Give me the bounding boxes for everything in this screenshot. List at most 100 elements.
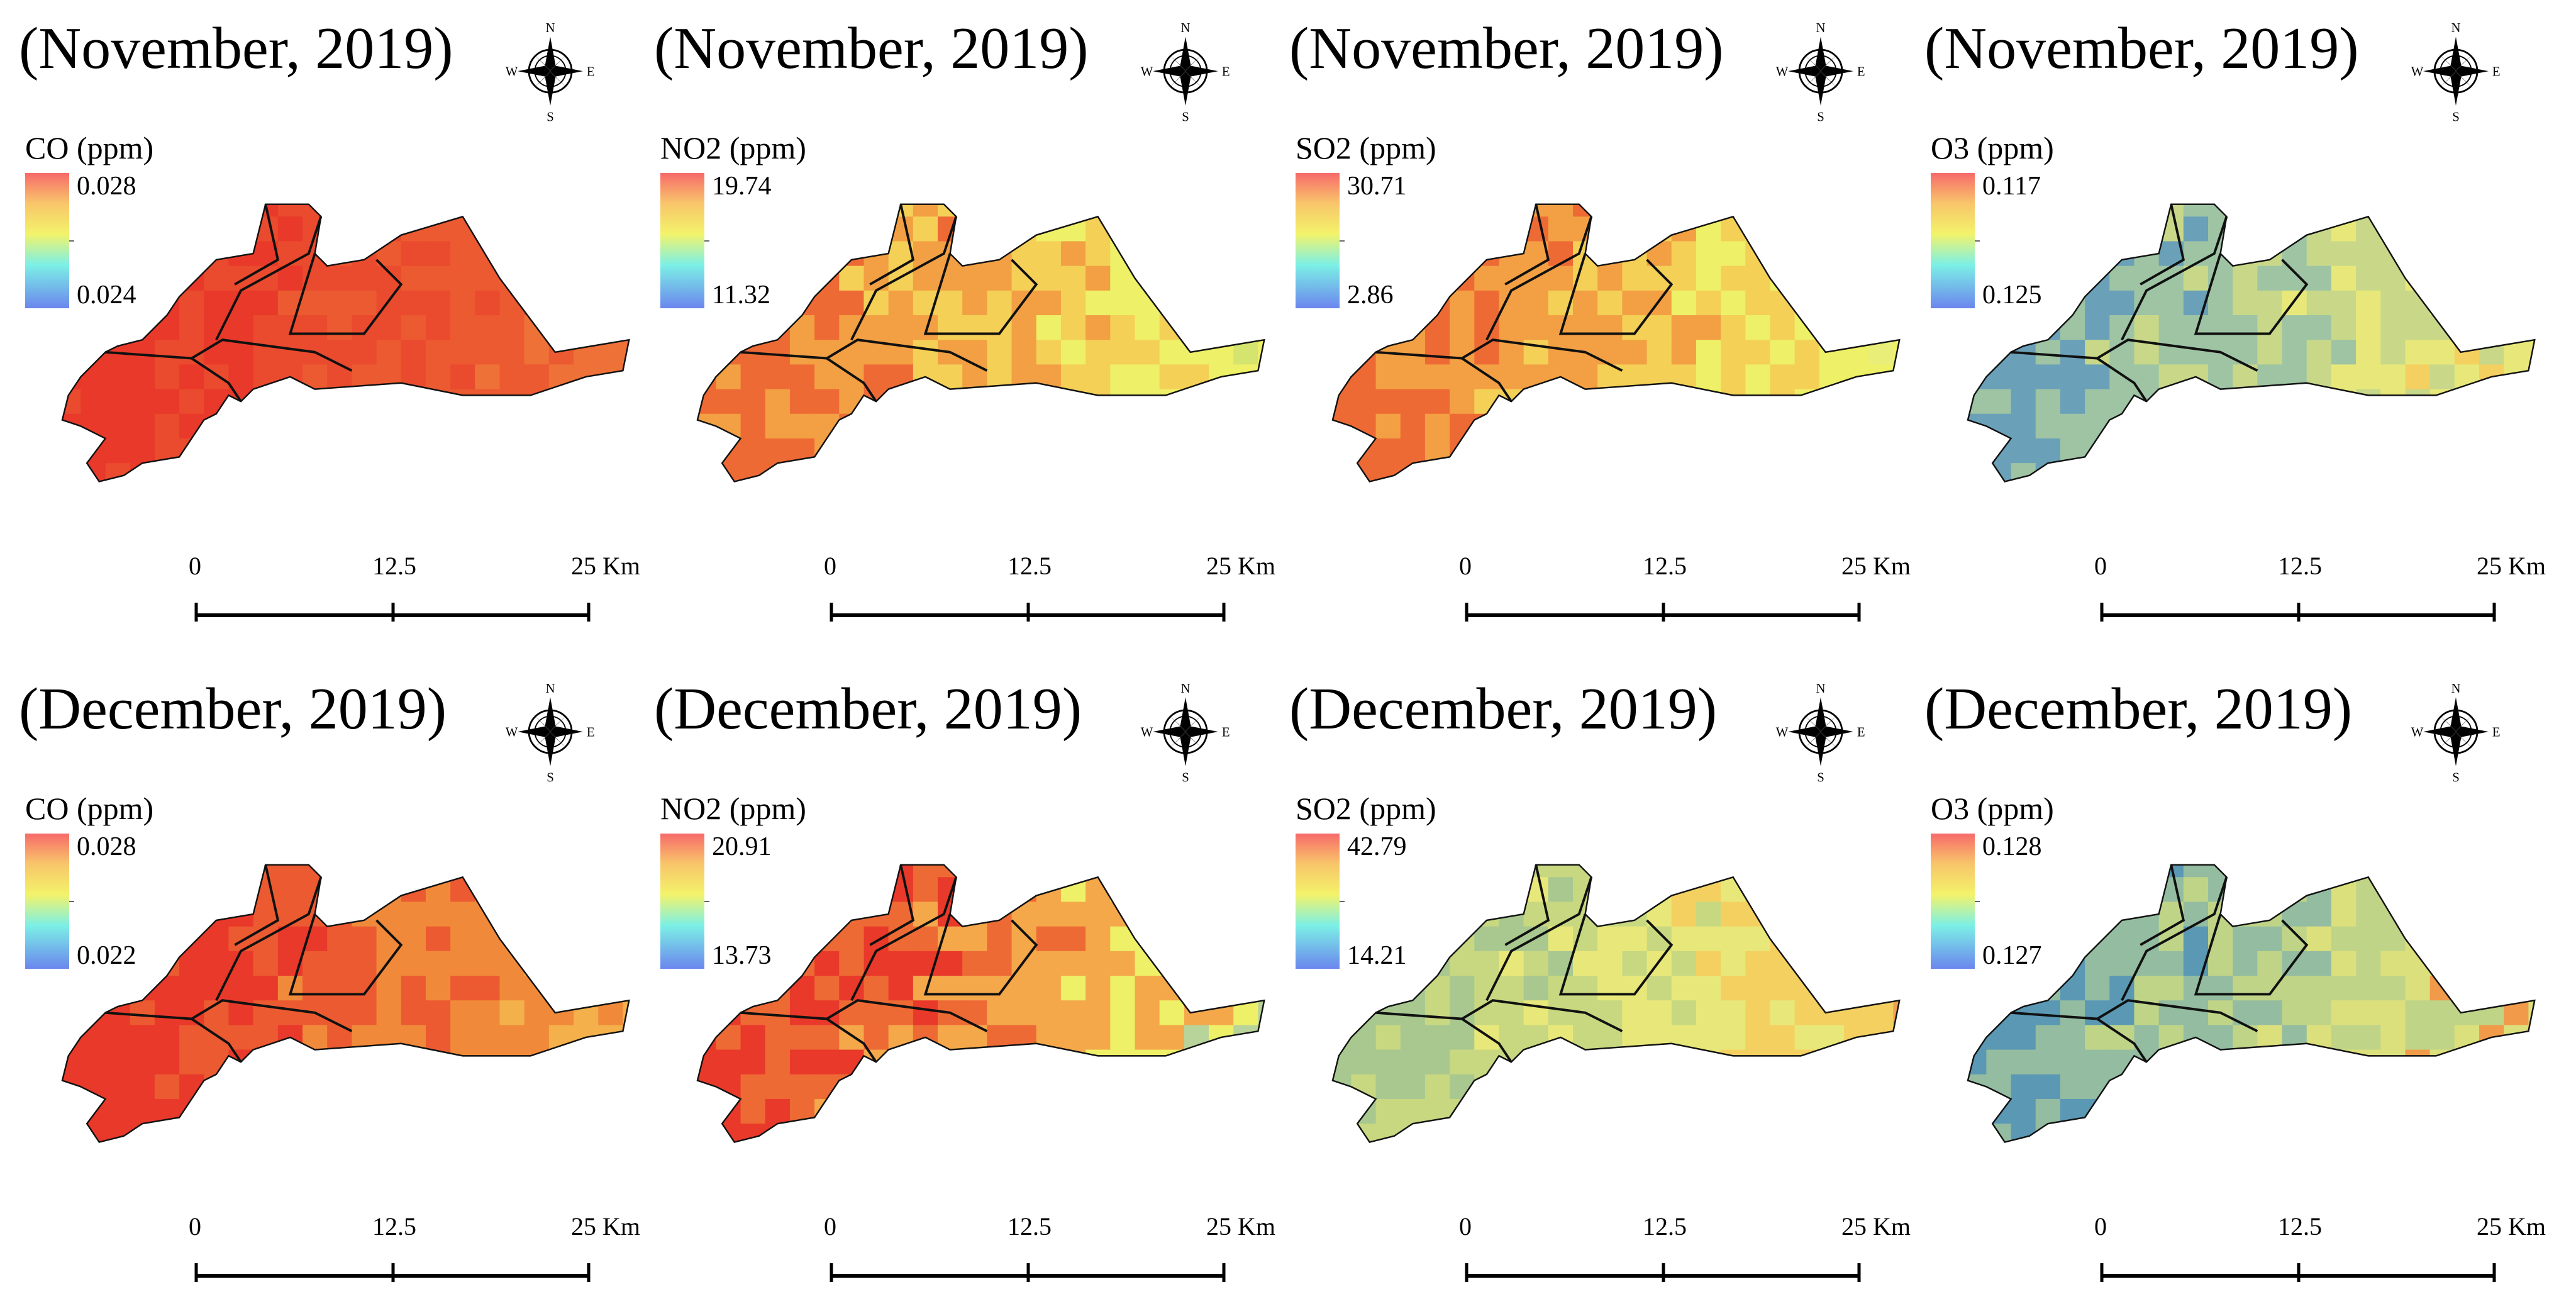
grid-cell [667, 1050, 692, 1075]
grid-cell [253, 1098, 279, 1125]
grid-cell [839, 216, 865, 242]
grid-cell [228, 364, 254, 390]
grid-cell [1258, 290, 1265, 316]
grid-cell [814, 1074, 840, 1100]
grid-cell [1696, 413, 1722, 439]
grid-cell [2528, 413, 2535, 439]
grid-cell [352, 488, 377, 503]
grid-cell [1671, 265, 1697, 291]
grid-cell [548, 976, 575, 1002]
grid-cell [1937, 315, 1962, 340]
grid-cell [1400, 1098, 1426, 1125]
grid-cell [2183, 1049, 2209, 1075]
grid-cell [1184, 389, 1210, 415]
grid-cell [1819, 951, 1845, 976]
grid-cell [1646, 463, 1672, 482]
grid-cell [450, 315, 476, 341]
grid-cell [1499, 877, 1524, 903]
grid-cell [1011, 864, 1037, 878]
grid-cell [130, 413, 155, 439]
grid-cell [667, 291, 692, 316]
grid-cell [499, 265, 525, 291]
grid-cell [1745, 364, 1771, 390]
grid-cell [839, 926, 865, 952]
grid-cell [1110, 265, 1136, 291]
grid-cell [1351, 463, 1377, 482]
compass-label-w: W [506, 65, 518, 79]
north-arrow-icon: NSW E [1141, 21, 1230, 125]
grid-cell [2504, 926, 2529, 952]
grid-cell [548, 216, 575, 242]
grid-cell [2257, 864, 2283, 878]
grid-cell [1400, 864, 1426, 878]
grid-cell [1523, 1049, 1549, 1075]
grid-cell [1986, 951, 2012, 976]
grid-cell [2282, 204, 2307, 218]
grid-cell [1036, 926, 1062, 952]
grid-cell [962, 951, 988, 976]
grid-cell [2282, 340, 2307, 366]
grid-cell [130, 1124, 155, 1142]
grid-cell [1794, 1098, 1820, 1125]
grid-cell [62, 315, 82, 341]
grid-cell [425, 1025, 452, 1051]
grid-cell [1036, 463, 1062, 482]
grid-cell [765, 1148, 791, 1164]
grid-cell [987, 926, 1013, 952]
grid-cell [105, 1074, 131, 1100]
concentration-grid [62, 864, 630, 1142]
grid-cell [1400, 951, 1426, 976]
grid-cell [62, 1124, 82, 1142]
grid-cell [2208, 438, 2234, 464]
grid-cell [154, 1124, 180, 1142]
grid-cell [1302, 1124, 1327, 1149]
grid-cell [1868, 413, 1894, 439]
grid-cell [1184, 340, 1210, 366]
grid-cell [2504, 389, 2529, 415]
grid-cell [2331, 290, 2357, 316]
grid-cell [1937, 976, 1962, 1001]
grid-cell [2528, 901, 2535, 927]
grid-cell [1450, 389, 1475, 415]
grid-cell [574, 926, 599, 952]
grid-cell [1819, 1098, 1845, 1125]
district-boundary [1558, 913, 1674, 996]
grid-cell [1302, 364, 1327, 389]
grid-cell [1967, 364, 1987, 390]
grid-cell [1499, 290, 1524, 316]
grid-cell [105, 926, 131, 952]
grid-cell [1721, 1148, 1746, 1164]
grid-cell [987, 976, 1013, 1002]
grid-cell [1011, 413, 1037, 439]
grid-cell [2528, 389, 2535, 415]
grid-cell [2454, 241, 2480, 267]
grid-cell [716, 877, 741, 903]
grid-cell [450, 877, 476, 903]
grid-cell [1967, 901, 1987, 927]
grid-cell [1233, 290, 1259, 316]
grid-cell [1332, 438, 1352, 464]
grid-cell [987, 216, 1013, 242]
grid-cell [1770, 315, 1796, 341]
grid-cell [179, 1049, 205, 1075]
grid-cell [2307, 1148, 2332, 1164]
grid-cell [1721, 340, 1746, 366]
grid-cell [1159, 216, 1185, 242]
grid-cell [2454, 315, 2480, 341]
grid-cell [1110, 1148, 1135, 1164]
grid-cell [401, 926, 426, 952]
grid-cell [1696, 463, 1722, 482]
grid-cell [1696, 204, 1722, 218]
grid-cell [1302, 1099, 1327, 1124]
grid-cell [962, 438, 988, 464]
district-boundary [288, 913, 403, 996]
grid-cell [1819, 290, 1845, 316]
scale-label-end: 25 Km [1206, 1212, 1275, 1241]
grid-cell [1794, 364, 1820, 390]
grid-cell [765, 877, 791, 903]
grid-cell [814, 488, 840, 503]
grid-cell [598, 976, 624, 1002]
grid-cell [155, 488, 180, 503]
grid-cell [2035, 1098, 2061, 1125]
grid-cell [938, 438, 963, 464]
